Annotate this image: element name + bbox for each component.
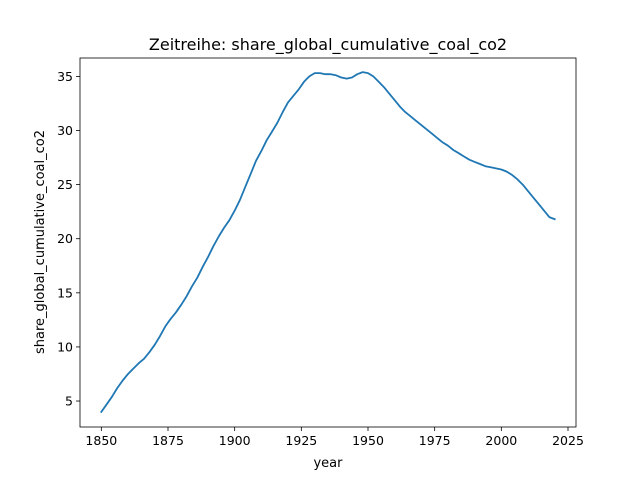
x-tick-label: 1875 [152,433,184,448]
plot-area [79,57,577,428]
x-tick-label: 2025 [552,433,584,448]
y-axis: 5 10 15 20 25 30 35 [57,69,80,409]
x-axis-label: year [313,456,343,471]
x-tick-label: 1850 [85,433,117,448]
y-tick-label: 20 [57,231,73,246]
y-tick-label: 30 [57,123,73,138]
x-tick-label: 1900 [219,433,251,448]
plot-frame [79,57,577,428]
x-tick-label: 1975 [419,433,451,448]
y-tick-label: 35 [57,69,73,84]
x-tick-label: 1950 [352,433,384,448]
x-tick-label: 1925 [285,433,317,448]
y-axis-label: share_global_cumulative_coal_co2 [33,130,48,354]
chart-title: Zeitreihe: share_global_cumulative_coal_… [149,35,507,55]
series-line [100,71,556,414]
x-tick-label: 2000 [485,433,517,448]
y-tick-label: 15 [57,285,73,300]
y-tick-label: 10 [57,339,73,354]
y-tick-label: 5 [65,394,73,409]
y-tick-label: 25 [57,177,73,192]
x-axis: 1850 1875 1900 1925 1950 1975 2000 2025 [85,427,584,448]
